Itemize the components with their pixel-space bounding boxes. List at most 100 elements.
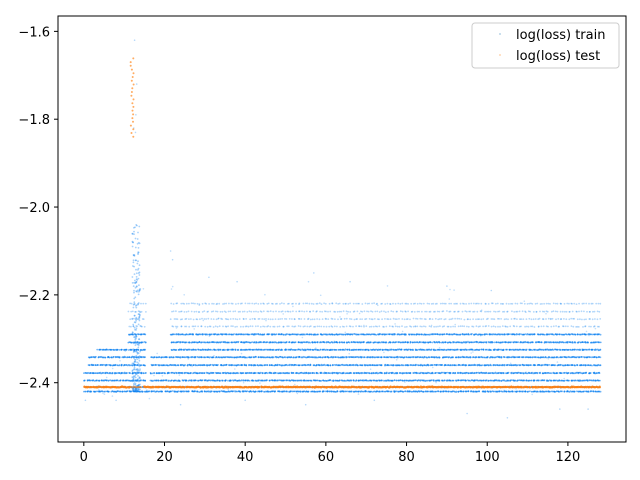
train-point [90, 356, 93, 359]
train-point [310, 356, 312, 359]
train-point [83, 379, 86, 382]
train-point [102, 363, 104, 366]
train-point [332, 380, 335, 382]
train-point [231, 364, 234, 366]
train-point [153, 374, 155, 377]
train-point [405, 325, 408, 328]
train-point [448, 298, 451, 300]
train-point [300, 371, 303, 374]
train-point [155, 379, 158, 382]
train-point [242, 379, 245, 382]
train-point [332, 356, 334, 359]
train-point [301, 356, 303, 358]
train-point [176, 302, 179, 305]
train-point [453, 289, 455, 291]
train-point [400, 348, 403, 351]
train-point [329, 348, 332, 351]
train-point [434, 317, 437, 320]
train-point [178, 374, 181, 376]
train-point [263, 303, 265, 305]
train-point [135, 356, 137, 359]
train-point [130, 310, 133, 313]
train-point [172, 310, 175, 313]
train-point [368, 372, 371, 375]
train-point [395, 359, 398, 361]
train-point [358, 390, 361, 393]
train-point [169, 318, 172, 321]
train-point [337, 318, 339, 321]
train-point [234, 379, 237, 382]
train-point [349, 318, 351, 320]
train-point [396, 318, 398, 320]
train-point [401, 318, 404, 320]
train-point [296, 364, 298, 366]
train-point [323, 302, 325, 305]
train-point [221, 356, 224, 359]
train-point [378, 311, 381, 313]
train-point [333, 325, 336, 328]
train-point [256, 341, 258, 344]
train-point [400, 364, 403, 367]
train-point [435, 349, 437, 351]
train-point [366, 371, 368, 374]
train-point [288, 318, 291, 320]
train-point [223, 349, 226, 351]
train-point [447, 325, 450, 328]
train-point [218, 372, 221, 374]
train-point [175, 325, 177, 328]
train-point [449, 333, 452, 336]
train-point [226, 356, 229, 358]
train-point [92, 379, 95, 382]
train-point [425, 356, 428, 359]
train-point [188, 379, 191, 382]
train-point [329, 364, 332, 366]
train-point [251, 379, 254, 382]
train-point [250, 341, 253, 344]
train-point [143, 390, 146, 393]
train-point [203, 372, 206, 374]
train-point [170, 379, 173, 382]
train-point [355, 325, 357, 328]
train-point [392, 302, 394, 305]
train-point [316, 341, 319, 343]
train-point [444, 364, 447, 366]
train-point [339, 341, 341, 344]
train-point [345, 325, 348, 328]
train-point [334, 379, 337, 382]
train-point [216, 348, 219, 351]
train-point [287, 310, 290, 313]
train-point [287, 356, 290, 358]
train-point [234, 372, 236, 374]
train-point [225, 363, 228, 366]
train-point [214, 349, 217, 351]
train-point [107, 379, 110, 382]
train-point [303, 379, 306, 382]
train-point [114, 356, 117, 359]
train-point [185, 311, 188, 313]
train-point [414, 341, 416, 344]
train-point [371, 310, 374, 313]
train-point [325, 318, 327, 320]
train-point [127, 310, 130, 313]
train-point [353, 318, 356, 321]
train-point [144, 302, 147, 305]
train-point [336, 310, 339, 313]
train-point [327, 390, 329, 393]
train-point [396, 310, 398, 313]
train-point [105, 379, 108, 382]
train-point [396, 349, 398, 351]
train-point [372, 325, 375, 328]
train-point [363, 356, 366, 359]
train-point [323, 325, 325, 328]
train-point [184, 364, 187, 366]
train-point [451, 317, 454, 320]
train-point [176, 356, 179, 359]
train-point [307, 364, 309, 366]
train-point [350, 372, 353, 374]
train-point [211, 302, 214, 305]
train-point [318, 302, 321, 305]
train-point [118, 356, 121, 359]
train-point [331, 326, 334, 328]
train-point [244, 302, 247, 305]
train-point [262, 325, 264, 328]
